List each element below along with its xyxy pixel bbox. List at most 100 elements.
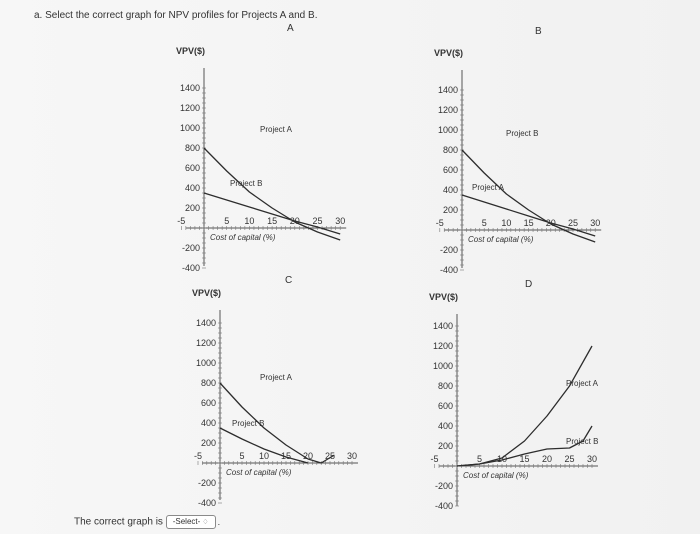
x-tick-label: 10 [259, 451, 269, 461]
series-label: Project B [230, 179, 262, 188]
y-tick-label: 1400 [438, 85, 458, 95]
y-tick-label: 600 [201, 398, 216, 408]
y-tick-label: 400 [201, 418, 216, 428]
x-tick-label: 25 [568, 218, 578, 228]
y-tick-label: 800 [185, 143, 200, 153]
x-tick-label: 30 [335, 216, 345, 226]
x-tick-label: 10 [497, 454, 507, 464]
x-tick-label: 5 [224, 216, 229, 226]
y-axis-label: VPV($) [176, 46, 205, 56]
x-tick-label: 25 [312, 216, 322, 226]
y-tick-label: 800 [201, 378, 216, 388]
panel-label-d: D [525, 279, 533, 290]
series-line-project-a [461, 194, 596, 237]
x-tick-label: 5 [477, 454, 482, 464]
x-tick-label: 10 [244, 216, 254, 226]
answer-period: . [217, 517, 221, 527]
y-tick-label: 1200 [438, 105, 458, 115]
x-tick-label: 25 [564, 454, 574, 464]
x-tick-label: 10 [501, 218, 511, 228]
y-tick-label: 600 [443, 165, 458, 175]
y-tick-label: 1000 [438, 125, 458, 135]
y-tick-label: 1400 [196, 318, 216, 328]
y-tick-label: 400 [185, 183, 200, 193]
y-tick-label: 1200 [196, 338, 216, 348]
x-tick-label: 5 [239, 451, 244, 461]
series-line-project-b [219, 427, 309, 464]
series-label: Project A [566, 379, 599, 388]
chart-panel-a[interactable]: 1400 1200 1000 800 600 400 200 -200 -400 -5 5 10 15 2… [164, 38, 404, 273]
y-tick-label: 1000 [180, 123, 200, 133]
x-tick-label: 20 [542, 454, 552, 464]
y-tick-label: -400 [198, 498, 216, 508]
y-tick-label: 800 [443, 145, 458, 155]
series-label: Project A [260, 125, 293, 134]
panel-label-c: C [285, 275, 293, 286]
y-tick-label: 1200 [180, 103, 200, 113]
graph-select-value: -Select- [172, 517, 201, 526]
y-tick-label: 200 [438, 441, 453, 451]
y-tick-label: 400 [438, 421, 453, 431]
series-line-project-a [456, 345, 593, 467]
x-tick-label: -5 [436, 218, 444, 228]
y-axis-label: VPV($) [434, 48, 463, 58]
y-tick-label: 600 [185, 163, 200, 173]
answer-label: The correct graph is [74, 516, 163, 528]
answer-row: The correct graph is -Select- ♢. [74, 515, 220, 529]
y-tick-label: -200 [198, 478, 216, 488]
x-tick-label: 20 [303, 451, 313, 461]
chart-panel-b[interactable]: 1400 1200 1000 800 600 400 200 -200 -400 -5 5 10 15 2… [412, 40, 652, 275]
x-tick-label: -5 [430, 454, 438, 464]
series-label: Project A [472, 183, 505, 192]
chart-panel-c[interactable]: 1400 1200 1000 800 600 400 200 -200 -400 -5 5 10 15 2… [164, 288, 404, 508]
y-tick-label: 800 [438, 381, 453, 391]
panel-label-b: B [535, 26, 542, 37]
y-tick-label: -400 [435, 501, 453, 511]
chevron-down-icon: ♢ [202, 519, 209, 526]
series-label: Project B [566, 437, 598, 446]
y-tick-label: 1200 [433, 341, 453, 351]
y-tick-label: -400 [440, 265, 458, 275]
y-tick-label: 600 [438, 401, 453, 411]
x-tick-label: 15 [519, 454, 529, 464]
x-tick-label: 30 [587, 454, 597, 464]
graph-select-dropdown[interactable]: -Select- ♢ [165, 515, 216, 529]
series-label: Project A [260, 373, 293, 382]
series-label: Project B [506, 129, 538, 138]
y-tick-label: 200 [201, 438, 216, 448]
x-axis-label: Cost of capital (%) [210, 233, 276, 242]
y-tick-label: 1000 [433, 361, 453, 371]
series-line-project-b [456, 425, 593, 467]
x-tick-label: -5 [194, 451, 202, 461]
series-line-project-a [219, 382, 335, 464]
y-tick-label: -200 [440, 245, 458, 255]
x-tick-label: 25 [325, 451, 335, 461]
y-tick-label: 400 [443, 185, 458, 195]
x-axis-label: Cost of capital (%) [226, 468, 292, 477]
y-axis-label: VPV($) [429, 292, 458, 302]
series-line-project-b [461, 149, 596, 243]
series-label: Project B [232, 419, 264, 428]
x-tick-label: 30 [590, 218, 600, 228]
y-tick-label: 200 [185, 203, 200, 213]
chart-panel-d[interactable]: 1400 1200 1000 800 600 400 200 -200 -400 -5 5 10 15 2… [412, 292, 652, 516]
x-axis-label: Cost of capital (%) [463, 471, 529, 480]
x-tick-label: 15 [267, 216, 277, 226]
series-line-project-a [203, 147, 341, 241]
y-tick-label: 1400 [180, 83, 200, 93]
question-text: a. Select the correct graph for NPV prof… [34, 10, 318, 21]
x-tick-label: 5 [482, 218, 487, 228]
x-tick-label: 15 [524, 218, 534, 228]
series-line-project-b [203, 192, 341, 235]
x-tick-label: 30 [347, 451, 357, 461]
y-tick-label: -200 [435, 481, 453, 491]
x-tick-label: -5 [177, 216, 185, 226]
y-tick-label: 200 [443, 205, 458, 215]
x-tick-label: 15 [281, 451, 291, 461]
y-tick-label: -400 [182, 263, 200, 273]
y-axis-label: VPV($) [192, 288, 221, 298]
y-tick-label: 1000 [196, 358, 216, 368]
x-axis-label: Cost of capital (%) [468, 235, 534, 244]
y-tick-label: 1400 [433, 321, 453, 331]
